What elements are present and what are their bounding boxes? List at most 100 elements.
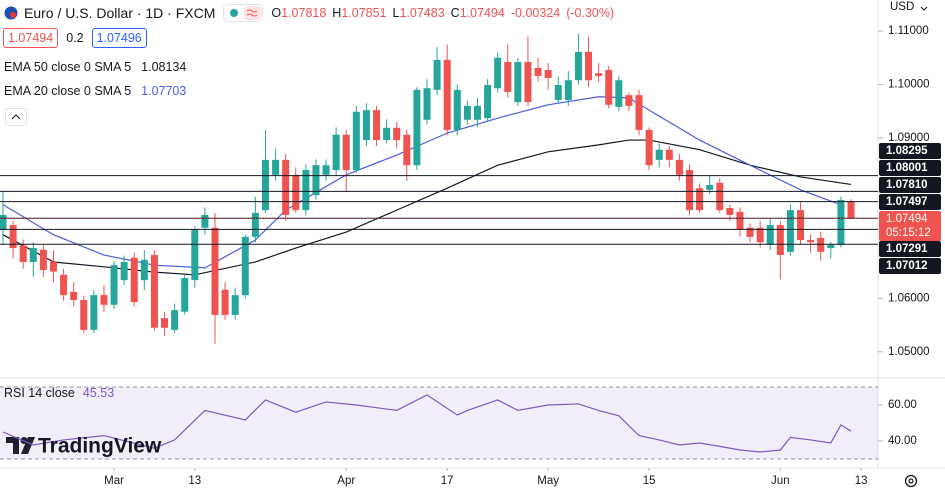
candle-body: [261, 159, 269, 211]
logo-text: TradingView: [38, 435, 162, 458]
candle-body: [241, 236, 249, 296]
ohlc-c: 1.07494: [459, 6, 505, 20]
candle-body: [140, 259, 148, 281]
level-label-box: [879, 177, 941, 193]
candle-body: [403, 134, 411, 166]
candle-body: [585, 51, 593, 81]
x-tick-label: 13: [855, 475, 868, 487]
candle-body: [564, 80, 572, 100]
legend-name: EMA 50 close 0 SMA 5: [4, 60, 132, 74]
candle-body: [0, 214, 7, 230]
level-label-box: [879, 241, 941, 257]
candle-body: [736, 211, 744, 230]
settings-icon[interactable]: [904, 474, 918, 488]
candle-body: [352, 111, 360, 171]
legend-value: 1.07703: [141, 84, 187, 98]
legend-value: 1.08134: [141, 60, 187, 74]
candle-body: [827, 244, 835, 249]
sell-price[interactable]: 1.07494: [3, 28, 59, 48]
ohlc-h-label: H: [332, 6, 342, 20]
x-tick-label: 13: [188, 475, 201, 487]
candle-body: [130, 257, 138, 303]
candle-body: [544, 70, 552, 79]
y-tick-label: 1.10000: [888, 79, 930, 91]
ohlc-l: 1.07483: [399, 6, 445, 20]
candle-body: [484, 85, 492, 119]
candle-body: [362, 110, 370, 141]
candle-body: [696, 188, 704, 211]
ohlc-l-label: L: [392, 6, 400, 20]
level-label-box: [879, 143, 941, 159]
candle-body: [120, 261, 128, 281]
candle-body: [453, 89, 461, 130]
candle-body: [615, 80, 623, 107]
candle-body: [494, 57, 502, 89]
candle-body: [161, 318, 169, 328]
y-tick-label: 1.11000: [888, 25, 929, 37]
candle-body: [191, 229, 199, 281]
candle-body: [150, 255, 158, 328]
level-label: 1.08295: [886, 145, 928, 157]
candle-body: [332, 134, 340, 171]
candle-body: [675, 159, 683, 175]
level-label: 1.07497: [886, 196, 928, 208]
currency-caret[interactable]: [920, 6, 928, 11]
legend-rsi: RSI 14 close 45.53: [4, 386, 114, 400]
candle-body: [766, 225, 774, 245]
ohlc-o-label: O: [271, 6, 282, 20]
candle-body: [726, 207, 734, 215]
level-label: 1.08001: [886, 162, 928, 174]
candle-body: [39, 249, 47, 270]
candle-body: [211, 227, 219, 315]
candle-body: [605, 70, 613, 105]
candle-body: [847, 201, 855, 219]
button-frame: [5, 108, 27, 126]
x-tick-label: 15: [643, 475, 656, 487]
candle-body: [595, 73, 603, 76]
collapse-legend[interactable]: [5, 108, 27, 126]
candle-body: [302, 170, 310, 211]
candle-body: [655, 149, 663, 160]
y-tick-label: 1.06000: [888, 292, 930, 304]
x-tick-label: Mar: [104, 475, 124, 487]
candle-body: [706, 184, 714, 190]
candle-body: [463, 105, 471, 120]
candle-body: [524, 62, 532, 103]
x-tick-label: Apr: [337, 475, 355, 487]
candle-body: [201, 214, 209, 228]
candle-body: [70, 291, 78, 300]
candle-body: [9, 225, 17, 249]
candle-body: [504, 62, 512, 92]
x-tick-label: Jun: [771, 475, 790, 487]
ohlc-h: 1.07851: [341, 6, 387, 20]
candle-body: [49, 261, 57, 272]
candle-body: [221, 289, 229, 315]
change: -0.00324: [510, 6, 561, 20]
candle-body: [433, 59, 441, 90]
candle-body: [786, 210, 794, 252]
market-status[interactable]: [223, 4, 264, 22]
candle-body: [383, 127, 391, 141]
y-tick-label: 60.00: [888, 399, 917, 411]
candle-body: [231, 295, 239, 315]
gear-ring: [904, 474, 918, 488]
candle-body: [797, 210, 805, 241]
currency[interactable]: USD: [890, 1, 914, 13]
level-label-box: [879, 194, 941, 210]
symbol-flag: [4, 6, 18, 20]
caret: [11, 114, 21, 120]
last-price-label: 1.07494: [886, 213, 928, 225]
buy-price[interactable]: 1.07496: [91, 28, 147, 48]
candle-body: [817, 237, 825, 252]
candle-body: [625, 95, 633, 106]
candle-body: [181, 278, 189, 312]
candle-body: [685, 170, 693, 211]
candle-body: [393, 127, 401, 141]
y-tick-label: 1.09000: [888, 132, 930, 144]
candle-body: [282, 159, 290, 215]
status-wave: [247, 9, 258, 17]
candle-body: [60, 274, 68, 296]
trade-buttons: 1.07494 0.2 1.07496: [3, 28, 155, 48]
